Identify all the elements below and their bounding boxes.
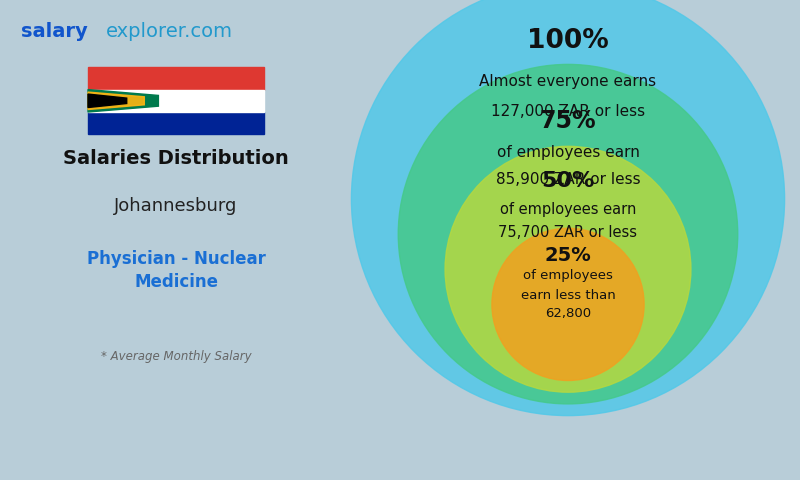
Text: salary: salary <box>21 22 88 41</box>
Text: 100%: 100% <box>527 28 609 54</box>
Circle shape <box>492 228 644 381</box>
Text: Johannesburg: Johannesburg <box>114 197 238 215</box>
Text: 62,800: 62,800 <box>545 307 591 320</box>
Polygon shape <box>88 90 158 112</box>
Circle shape <box>445 146 691 392</box>
Text: 127,000 ZAR or less: 127,000 ZAR or less <box>491 104 645 119</box>
Bar <box>88 67 264 90</box>
Text: * Average Monthly Salary: * Average Monthly Salary <box>101 350 251 363</box>
Text: Physician - Nuclear
Medicine: Physician - Nuclear Medicine <box>86 250 266 291</box>
Text: earn less than: earn less than <box>521 288 615 301</box>
Text: 25%: 25% <box>545 246 591 264</box>
Circle shape <box>351 0 785 416</box>
Circle shape <box>398 64 738 404</box>
Text: explorer.com: explorer.com <box>106 22 233 41</box>
Bar <box>88 90 264 112</box>
Polygon shape <box>88 92 144 109</box>
Text: of employees: of employees <box>523 269 613 282</box>
Text: 50%: 50% <box>542 171 594 192</box>
Bar <box>88 112 264 134</box>
Text: of employees earn: of employees earn <box>497 144 639 160</box>
Text: of employees earn: of employees earn <box>500 202 636 217</box>
Text: 75,700 ZAR or less: 75,700 ZAR or less <box>498 226 638 240</box>
Polygon shape <box>88 94 126 108</box>
Text: Almost everyone earns: Almost everyone earns <box>479 74 657 89</box>
Text: 85,900 ZAR or less: 85,900 ZAR or less <box>496 172 640 187</box>
Text: 75%: 75% <box>540 108 596 132</box>
Text: Salaries Distribution: Salaries Distribution <box>63 149 289 168</box>
